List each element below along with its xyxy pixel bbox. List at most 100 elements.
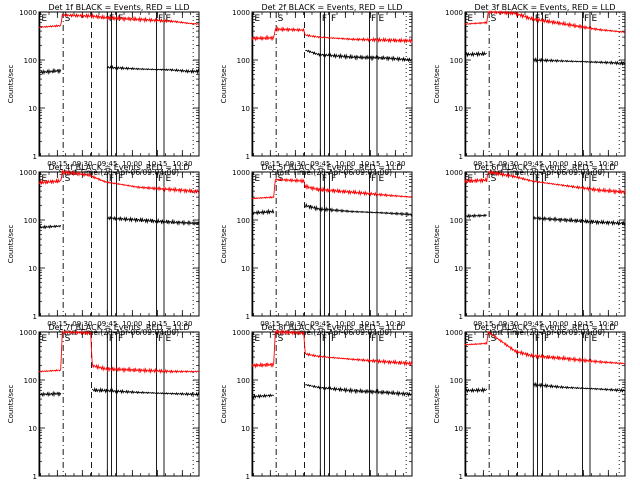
x-tick-label: 09:45 <box>97 160 117 168</box>
y-tick-label: 1000 <box>232 329 250 337</box>
x-tick-label: 09:15 <box>473 320 493 328</box>
y-tick-label: 1 <box>246 153 250 161</box>
event-marker-label: F <box>331 14 336 24</box>
series-line-black <box>251 393 274 400</box>
x-tick-label: 10:15 <box>360 320 380 328</box>
event-marker-label: F <box>118 334 123 344</box>
y-tick-label: 100 <box>237 217 250 225</box>
series-line-black <box>305 49 412 63</box>
series-line-red <box>38 12 200 29</box>
event-marker-label: F <box>544 14 549 24</box>
x-tick-label: 10:30 <box>385 320 405 328</box>
panel-title: Det 2f BLACK = Events, RED = LLD <box>261 3 402 12</box>
series-line-black <box>38 390 62 398</box>
panel-title: Det 3f BLACK = Events, RED = LLD <box>474 3 615 12</box>
event-marker-label: E <box>166 334 172 344</box>
event-marker-label: F <box>584 14 589 24</box>
y-tick-label: 1 <box>33 153 37 161</box>
event-marker-label: S <box>65 174 71 184</box>
x-tick-label: 09:30 <box>498 160 518 168</box>
x-tick-label: 09:45 <box>97 320 117 328</box>
panel-title: Det 5f BLACK = Events, RED = LLD <box>261 163 402 172</box>
y-tick-label: 1 <box>246 313 250 321</box>
series-line-black <box>92 386 200 398</box>
series-line-red <box>38 329 200 374</box>
event-marker-label: E <box>254 334 260 344</box>
event-marker-label: E <box>41 14 47 24</box>
x-tick-label: 10:00 <box>122 320 142 328</box>
y-tick-label: 1 <box>33 473 37 480</box>
event-marker-label: E <box>379 334 385 344</box>
x-tick-label: 10:00 <box>335 320 355 328</box>
panel-title: Det 6f BLACK = Events, RED = LLD <box>474 163 615 172</box>
y-tick-label: 10 <box>241 425 250 433</box>
x-tick-label: 09:30 <box>72 160 92 168</box>
x-tick-label: 10:30 <box>385 160 405 168</box>
event-marker-label: S <box>491 334 497 344</box>
panel-3: Det 3f BLACK = Events, RED = LLD 1 10 100 10… <box>433 3 626 177</box>
series-line-red <box>251 328 413 369</box>
x-tick-label: 10:15 <box>360 160 380 168</box>
y-tick-label: 1000 <box>445 9 463 17</box>
y-tick-label: 1 <box>459 153 463 161</box>
x-tick-label: 10:30 <box>598 160 618 168</box>
series-line-red <box>464 9 626 34</box>
x-tick-label: 10:30 <box>598 320 618 328</box>
y-tick-label: 100 <box>24 57 37 65</box>
event-marker-label: E <box>379 14 385 24</box>
series-line-black <box>38 67 62 76</box>
y-axis-label: Counts/sec <box>7 65 15 104</box>
series-line-black <box>107 215 200 227</box>
x-tick-label: 10:15 <box>573 160 593 168</box>
y-axis-label: Counts/sec <box>7 385 15 424</box>
event-marker-label: F <box>371 174 376 184</box>
event-marker-label: F <box>544 174 549 184</box>
series-line-red <box>251 25 413 44</box>
plot-frame <box>464 11 626 157</box>
y-tick-label: 1 <box>33 313 37 321</box>
x-tick-label: 09:15 <box>260 160 280 168</box>
series-line-black <box>304 202 413 218</box>
event-marker-label: E <box>254 174 260 184</box>
event-marker-label: F <box>158 334 163 344</box>
panel-title: Det 8f BLACK = Events, RED = LLD <box>261 323 402 332</box>
x-tick-label: 09:30 <box>285 320 305 328</box>
series-line-black <box>251 208 275 216</box>
x-tick-label: 10:15 <box>573 320 593 328</box>
y-tick-label: 1000 <box>445 169 463 177</box>
x-tick-label: 09:30 <box>72 320 92 328</box>
y-axis-label: Counts/sec <box>433 65 441 104</box>
series-line-red <box>38 169 199 195</box>
panel-6: Det 6f BLACK = Events, RED = LLD 1 10 100 10… <box>433 163 626 337</box>
x-tick-label: 10:30 <box>172 320 192 328</box>
y-axis-label: Counts/sec <box>433 385 441 424</box>
y-tick-label: 100 <box>237 57 250 65</box>
event-marker-label: F <box>584 174 589 184</box>
y-axis-label: Counts/sec <box>7 225 15 264</box>
event-marker-label: E <box>592 334 598 344</box>
y-tick-label: 10 <box>454 265 463 273</box>
y-tick-label: 1000 <box>19 329 37 337</box>
plot-frame <box>251 331 413 477</box>
x-tick-label: 09:15 <box>260 320 280 328</box>
series-line-black <box>106 64 200 75</box>
event-marker-label: F <box>371 334 376 344</box>
event-marker-label: E <box>166 14 172 24</box>
panel-9: Det 9f BLACK = Events, RED = LLD 1 10 100 10… <box>433 323 626 480</box>
y-tick-label: 1000 <box>19 169 37 177</box>
panel-title: Det 4f BLACK = Events, RED = LLD <box>48 163 189 172</box>
x-tick-label: 09:15 <box>473 160 493 168</box>
x-tick-label: 09:45 <box>310 320 330 328</box>
plot-frame <box>251 171 413 317</box>
plot-frame <box>251 11 413 157</box>
y-tick-label: 1 <box>459 313 463 321</box>
event-marker-label: E <box>41 174 47 184</box>
event-marker-label: E <box>467 334 473 344</box>
y-tick-label: 1000 <box>232 9 250 17</box>
y-tick-label: 10 <box>454 425 463 433</box>
y-tick-label: 1000 <box>445 329 463 337</box>
panel-5: Det 5f BLACK = Events, RED = LLD 1 10 100 10… <box>220 163 413 337</box>
x-tick-label: 09:15 <box>47 160 67 168</box>
x-tick-label: 10:15 <box>147 160 167 168</box>
event-marker-label: E <box>41 334 47 344</box>
